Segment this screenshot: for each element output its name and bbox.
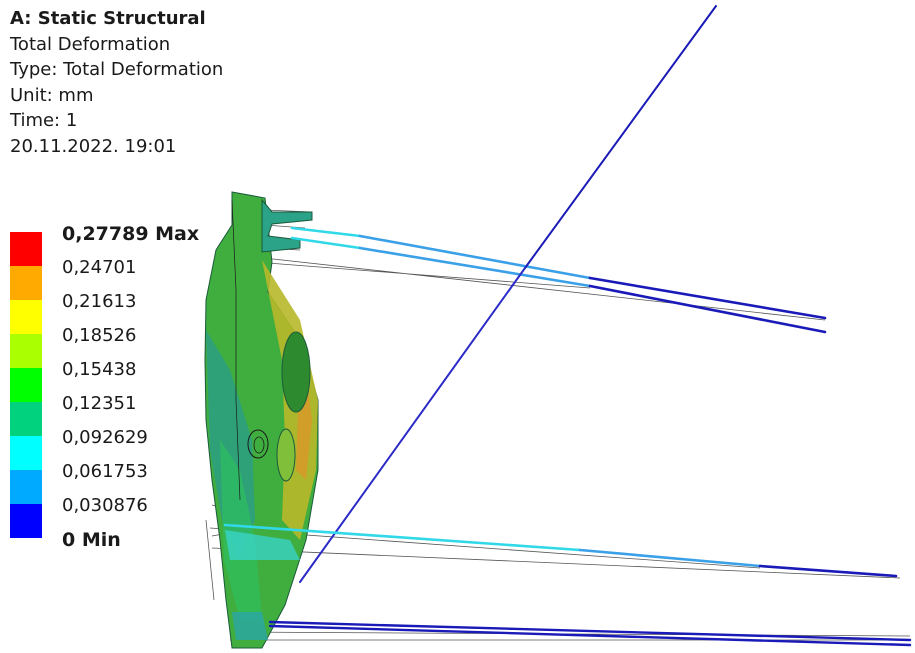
legend-swatch: [10, 436, 42, 470]
legend-label: 0,24701: [62, 257, 137, 278]
analysis-title: A: Static Structural: [10, 8, 206, 29]
result-unit: Unit: mm: [10, 84, 94, 106]
legend-label: 0,092629: [62, 427, 148, 448]
legend-label: 0,21613: [62, 291, 137, 312]
legend-swatch: [10, 232, 42, 266]
beam-elements: [223, 5, 912, 647]
legend-label: 0,030876: [62, 495, 148, 516]
result-timestamp: 20.11.2022. 19:01: [10, 135, 177, 157]
result-time: Time: 1: [10, 110, 78, 132]
legend-swatch: [10, 368, 42, 402]
result-name: Total Deformation: [10, 33, 171, 55]
legend-swatch: [10, 334, 42, 368]
result-header: A: Static Structural Total Deformation T…: [10, 6, 223, 160]
legend-swatch: [10, 402, 42, 436]
legend-label: 0,18526: [62, 325, 137, 346]
legend-swatch: [10, 266, 42, 300]
legend-label: 0,12351: [62, 393, 137, 414]
legend-label: 0,061753: [62, 461, 148, 482]
result-type: Type: Total Deformation: [10, 59, 224, 81]
legend-swatch: [10, 300, 42, 334]
legend-label: 0,15438: [62, 359, 137, 380]
legend-swatch: [10, 504, 42, 538]
legend-swatch: [10, 470, 42, 504]
deformed-part: [204, 191, 319, 649]
legend-max-label: 0,27789 Max: [62, 223, 200, 245]
legend-min-label: 0 Min: [62, 529, 121, 551]
